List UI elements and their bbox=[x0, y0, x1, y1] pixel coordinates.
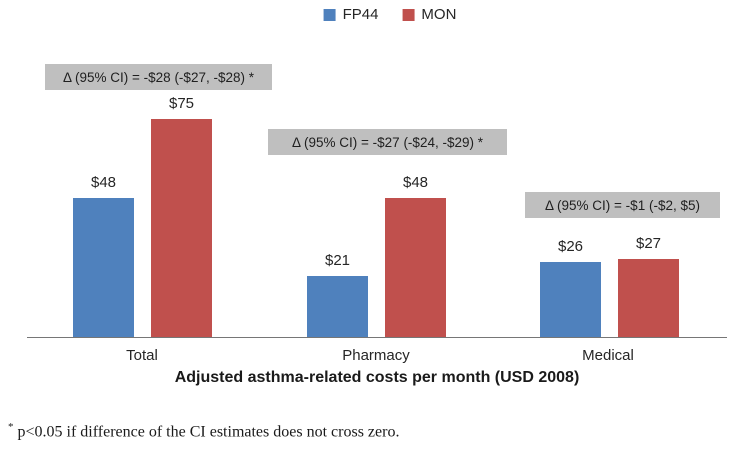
bar-column: $26 bbox=[540, 238, 601, 337]
footnote-text: p<0.05 if difference of the CI estimates… bbox=[17, 423, 400, 441]
category-label-pharmacy: Pharmacy bbox=[342, 347, 410, 364]
bar-group-pharmacy: $21 $48 bbox=[307, 174, 446, 337]
footnote-asterisk: * bbox=[8, 421, 14, 433]
bar-value-label: $26 bbox=[557, 238, 584, 255]
bar-column: $48 bbox=[385, 174, 446, 337]
bar-mon-total bbox=[151, 119, 212, 337]
category-label-total: Total bbox=[126, 347, 158, 364]
bar-column: $75 bbox=[151, 95, 212, 337]
bar-fp44-pharmacy bbox=[307, 276, 368, 337]
x-axis-line bbox=[27, 337, 727, 338]
legend-label-mon: MON bbox=[421, 6, 457, 23]
delta-annotation-pharmacy: Δ (95% CI) = -$27 (-$24, -$29) * bbox=[268, 129, 507, 155]
category-label-medical: Medical bbox=[582, 347, 634, 364]
bar-group-medical: $26 $27 bbox=[540, 235, 679, 337]
bar-value-label: $75 bbox=[168, 95, 195, 112]
bar-value-label: $48 bbox=[402, 174, 429, 191]
bar-column: $48 bbox=[73, 174, 134, 337]
chart-legend: FP44 MON bbox=[323, 6, 456, 23]
fp44-color-swatch-icon bbox=[323, 8, 336, 21]
legend-item-mon: MON bbox=[402, 6, 456, 23]
legend-item-fp44: FP44 bbox=[323, 6, 379, 23]
delta-annotation-medical: Δ (95% CI) = -$1 (-$2, $5) bbox=[525, 192, 720, 218]
x-axis-title: Adjusted asthma-related costs per month … bbox=[174, 369, 580, 386]
bar-fp44-total bbox=[73, 198, 134, 337]
bar-value-label: $48 bbox=[90, 174, 117, 191]
bar-value-label: $21 bbox=[324, 252, 351, 269]
bar-mon-medical bbox=[618, 259, 679, 337]
bar-fp44-medical bbox=[540, 262, 601, 337]
bar-column: $27 bbox=[618, 235, 679, 337]
bar-value-label: $27 bbox=[635, 235, 662, 252]
legend-label-fp44: FP44 bbox=[342, 6, 379, 23]
mon-color-swatch-icon bbox=[402, 8, 415, 21]
bar-mon-pharmacy bbox=[385, 198, 446, 337]
bar-group-total: $48 $75 bbox=[73, 95, 212, 337]
delta-annotation-total: Δ (95% CI) = -$28 (-$27, -$28) * bbox=[45, 64, 272, 90]
bar-column: $21 bbox=[307, 252, 368, 337]
footnote: * p<0.05 if difference of the CI estimate… bbox=[8, 421, 399, 441]
